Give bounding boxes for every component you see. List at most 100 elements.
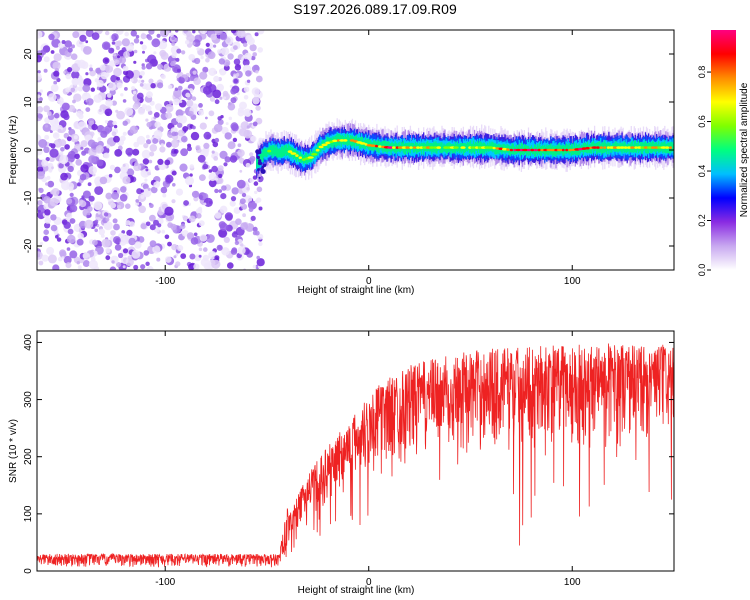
noise-blob [51,166,54,170]
noise-blob [102,57,110,64]
spectrogram-peak [359,142,366,145]
noise-blob [235,72,240,77]
noise-blob [189,173,193,177]
noise-blob [38,187,44,193]
noise-blob [177,245,184,252]
noise-blob [57,256,63,262]
spectrogram-peak [412,146,417,149]
noise-blob [223,162,228,167]
noise-blob [180,253,187,259]
noise-blob [254,230,260,236]
noise-blob [122,248,129,254]
noise-blob [114,41,121,48]
noise-blob [120,186,127,193]
noise-blob [115,109,119,113]
noise-blob [107,82,117,91]
spectrogram-peak [405,146,410,149]
snr-y-label: SNR (10 * v/v) [8,419,19,483]
noise-blob [252,226,258,232]
noise-blob [219,222,228,231]
noise-blob [67,47,73,53]
noise-blob [177,129,185,137]
noise-blob [164,206,174,216]
noise-blob [105,255,111,261]
spectrogram-peak [295,154,299,157]
noise-blob [203,194,207,198]
noise-blob [173,255,177,259]
noise-blob [237,143,242,148]
noise-blob [184,40,190,45]
noise-blob [103,152,110,159]
noise-blob [83,46,92,55]
noise-blob [41,159,49,167]
noise-blob [252,121,258,127]
noise-blob [189,38,193,42]
noise-blob [39,89,43,93]
noise-blob [200,55,204,60]
noise-blob [44,222,51,229]
noise-blob [234,64,242,71]
noise-blob [130,30,137,37]
noise-blob [192,39,201,47]
noise-blob [144,83,152,91]
noise-blob [66,234,76,244]
noise-blob [175,261,181,267]
noise-blob [69,204,78,213]
noise-blob [131,250,141,259]
noise-blob [147,35,153,41]
noise-blob [99,176,108,185]
noise-blob [205,81,213,88]
noise-blob [134,161,139,167]
noise-blob [224,156,231,163]
noise-blob [95,181,101,187]
noise-blob [133,38,140,44]
noise-blob [162,193,167,198]
noise-blob [172,183,176,187]
noise-blob [116,30,120,33]
noise-blob [245,162,251,168]
noise-blob [77,86,84,92]
spectrogram-peak [515,148,521,152]
noise-blob [82,252,90,260]
noise-blob [242,42,248,48]
spectrogram-edge-blob [256,155,260,160]
noise-blob [256,255,261,260]
noise-blob [53,112,60,119]
spectrogram-peak [660,146,667,149]
noise-blob [248,207,254,212]
noise-blob [136,188,143,195]
noise-blob [192,30,196,34]
noise-blob [113,223,120,231]
noise-blob [37,72,42,81]
noise-blob [180,148,189,157]
noise-blob [250,55,256,61]
noise-blob [217,119,224,126]
spectrogram-peak [527,148,531,152]
noise-blob [231,231,238,238]
noise-blob [185,176,194,186]
spectrogram-y-label: Frequency (Hz) [8,116,19,185]
noise-blob [72,79,79,85]
noise-blob [147,187,151,191]
noise-blob [39,97,43,101]
noise-blob [157,158,164,165]
noise-blob [110,230,116,236]
noise-blob [211,150,215,154]
spectrogram-peak [626,146,632,149]
noise-blob [170,139,180,148]
noise-blob [177,122,183,128]
noise-blob [85,40,89,44]
noise-blob [141,149,151,159]
noise-blob [117,205,121,209]
noise-blob [222,92,230,101]
spectrogram-peak [565,148,569,152]
noise-blob [171,243,178,251]
noise-blob [164,159,171,166]
noise-blob [112,218,118,224]
noise-blob [50,125,57,132]
noise-blob [94,219,99,224]
noise-blob [122,265,126,269]
noise-blob [141,44,147,50]
noise-blob [198,194,204,200]
noise-blob [37,106,44,113]
